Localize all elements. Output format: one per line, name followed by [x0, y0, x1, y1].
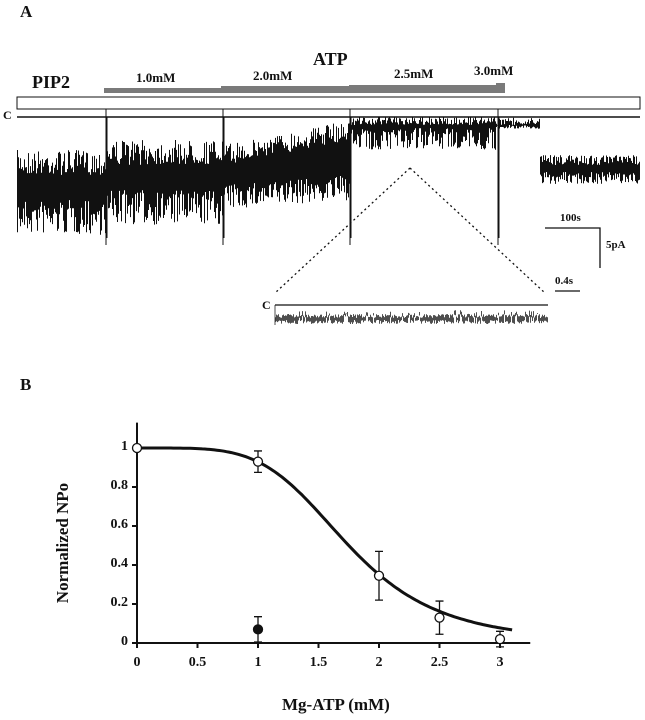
- pip2-label: PIP2: [32, 72, 70, 92]
- x-tick-label: 0.5: [188, 655, 207, 670]
- y-tick-label: 1: [121, 439, 128, 454]
- open-data-point: [373, 570, 385, 581]
- closed-label: C: [3, 108, 12, 122]
- pip2-bar: [16, 96, 641, 110]
- atp-bar-2: [221, 86, 349, 93]
- panel-b-label: B: [20, 375, 32, 394]
- x-tick-label: 0: [133, 655, 141, 670]
- atp-bar-4: [496, 83, 505, 93]
- x-axis-label: Mg-ATP (mM): [282, 695, 390, 714]
- conc-label-4: 3.0mM: [474, 63, 514, 78]
- atp-bar-3: [349, 85, 496, 93]
- current-trace: [16, 83, 641, 325]
- filled-data-point: [252, 624, 264, 635]
- open-data-point: [434, 612, 445, 623]
- zoom-lines: [274, 167, 546, 294]
- current-trace-path: [17, 109, 640, 245]
- conc-label-2: 2.0mM: [253, 68, 293, 83]
- open-data-point: [252, 456, 264, 467]
- dose-response-plot: [131, 422, 531, 648]
- inset-scale-time-label: 0.4s: [555, 275, 574, 287]
- y-tick-label: 0.4: [110, 556, 129, 571]
- x-tick-label: 2: [375, 655, 383, 670]
- inset-closed-label: C: [262, 298, 271, 312]
- x-tick-label: 1.5: [309, 655, 328, 670]
- conc-label-3: 2.5mM: [394, 66, 434, 81]
- y-tick-label: 0.8: [110, 478, 129, 493]
- open-data-point: [494, 633, 506, 645]
- y-tick-label: 0.2: [110, 595, 129, 610]
- scale-current-label: 5pA: [606, 239, 626, 251]
- open-data-point: [131, 442, 143, 454]
- x-tick-label: 2.5: [430, 655, 449, 670]
- y-tick-label: 0: [121, 634, 128, 649]
- scale-bar: [545, 227, 601, 268]
- conc-label-1: 1.0mM: [136, 70, 176, 85]
- fit-curve: [137, 446, 513, 632]
- atp-bar-1: [104, 88, 221, 93]
- x-tick-label: 3: [496, 655, 504, 670]
- atp-label: ATP: [313, 49, 348, 69]
- scale-time-label: 100s: [560, 212, 581, 224]
- y-tick-label: 0.6: [110, 517, 129, 532]
- x-tick-label: 1: [254, 655, 262, 670]
- panel-a-label: A: [20, 2, 33, 21]
- inset-trace: [274, 305, 548, 325]
